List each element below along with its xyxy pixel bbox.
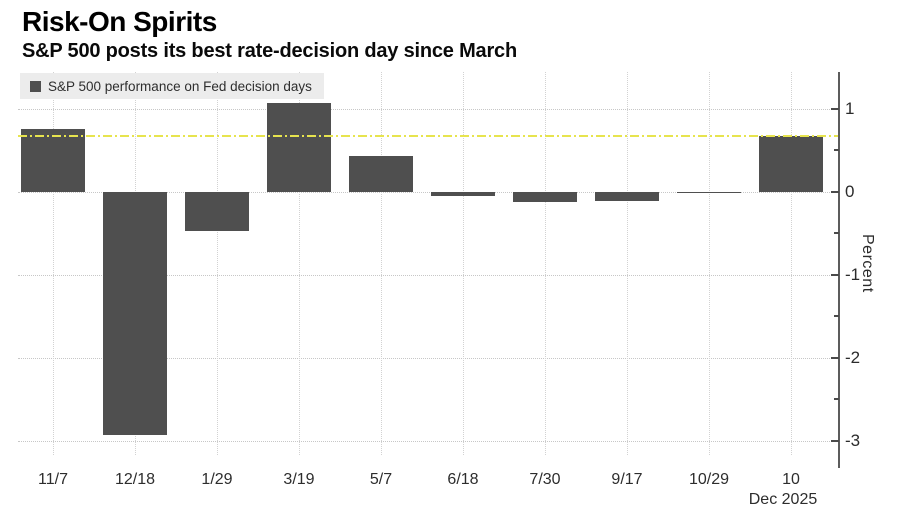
reference-line	[18, 134, 838, 137]
x-tick-label-11-7: 11/7	[38, 471, 68, 488]
y-tick-label-1: 1	[845, 98, 855, 118]
bar-10	[759, 135, 823, 192]
x-tick-label-1-29: 1/29	[201, 471, 233, 488]
x-tick-label-12-18: 12/18	[114, 471, 156, 488]
bar-6-18	[431, 191, 495, 196]
y-minor-tick--2.5	[834, 398, 839, 401]
y-tick-label--2: -2	[845, 347, 861, 367]
gridline-y-1	[18, 108, 838, 110]
bar-3-19	[267, 102, 331, 192]
bar-11-7	[21, 129, 85, 192]
chart-subtitle: S&P 500 posts its best rate-decision day…	[22, 40, 517, 62]
x-tick-label-9-17: 9/17	[611, 471, 643, 488]
y-minor-tick-0.5	[834, 149, 839, 152]
gridline-x-10-29	[709, 72, 710, 455]
y-axis-spine	[838, 72, 840, 468]
legend-label: S&P 500 performance on Fed decision days	[48, 78, 312, 94]
y-axis-title: Percent	[859, 234, 876, 293]
bar-12-18	[103, 191, 167, 436]
x-tick-label-6-18: 6/18	[447, 471, 479, 488]
y-tick--3	[831, 439, 839, 442]
y-tick-label-0: 0	[845, 181, 855, 201]
gridline-x-6-18	[463, 72, 464, 455]
bar-9-17	[595, 191, 659, 201]
bar-7-30	[513, 191, 577, 203]
y-tick-label--1: -1	[845, 264, 861, 284]
gridline-x-5-7	[381, 72, 382, 455]
x-tick-sublabel: Dec 2025	[748, 491, 818, 508]
y-tick-0	[831, 190, 839, 193]
gridline-x-1-29	[217, 72, 218, 455]
page-title: Risk-On Spirits	[22, 6, 217, 37]
gridline-y--3	[18, 440, 838, 442]
y-tick--2	[831, 356, 839, 359]
gridline-y--1	[18, 274, 838, 276]
y-tick-1	[831, 107, 839, 110]
y-tick--1	[831, 273, 839, 276]
legend: S&P 500 performance on Fed decision days	[20, 73, 324, 99]
gridline-x-10	[791, 72, 792, 455]
bar-10-29	[677, 191, 741, 194]
x-tick-label-3-19: 3/19	[283, 471, 315, 488]
legend-swatch-icon	[30, 80, 41, 92]
gridline-x-3-19	[299, 72, 300, 455]
y-minor-tick--0.5	[834, 232, 839, 235]
gridline-x-11-7	[53, 72, 54, 455]
x-tick-label-5-7: 5/7	[369, 471, 393, 488]
x-tick-label-10: 10	[782, 471, 800, 488]
y-minor-tick--1.5	[834, 315, 839, 318]
bar-1-29	[185, 191, 249, 231]
gridline-y-0	[18, 191, 838, 193]
gridline-x-9-17	[627, 72, 628, 455]
plot-area	[18, 72, 838, 470]
gridline-y--2	[18, 357, 838, 359]
x-tick-label-10-29: 10/29	[688, 471, 730, 488]
gridline-x-7-30	[545, 72, 546, 455]
bar-5-7	[349, 155, 413, 192]
x-tick-label-7-30: 7/30	[529, 471, 561, 488]
y-tick-label--3: -3	[845, 430, 861, 450]
